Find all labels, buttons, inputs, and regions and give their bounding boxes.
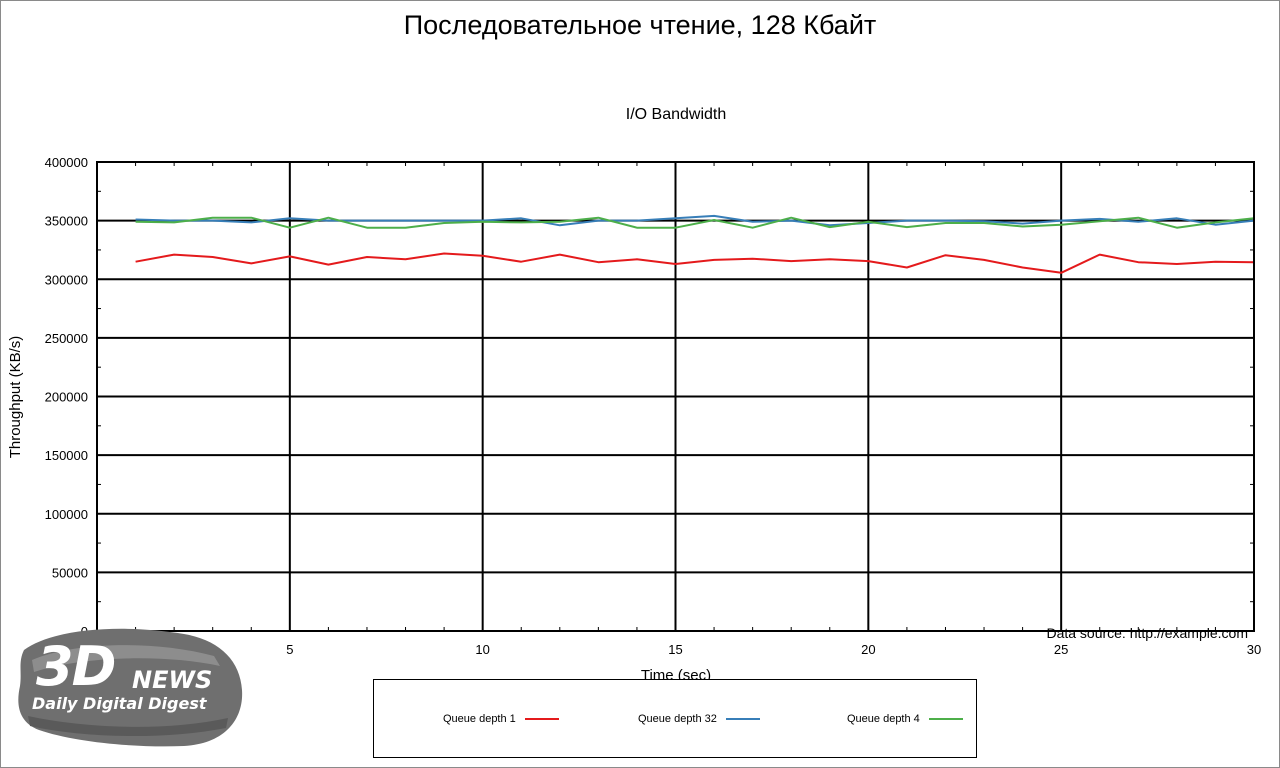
y-tick-label: 250000 — [45, 331, 88, 346]
3dnews-watermark-logo: 3D NEWS Daily Digital Digest — [14, 620, 246, 750]
chart-legend: Queue depth 1 Queue depth 32 Queue depth… — [373, 679, 977, 758]
brush-stroke-background — [18, 628, 243, 747]
series-line-queue-depth-1 — [135, 252, 1255, 274]
watermark-news-text: NEWS — [132, 666, 213, 694]
series-line-queue-depth-4 — [135, 216, 1255, 229]
watermark-3d-text: 3D — [36, 635, 116, 698]
legend-label: Queue depth 4 — [847, 713, 920, 725]
legend-swatch — [725, 718, 760, 720]
legend-swatch — [928, 718, 963, 720]
x-tick-label: 25 — [1054, 642, 1068, 657]
chart-title: I/O Bandwidth — [626, 106, 727, 123]
grid-layer — [97, 162, 1254, 631]
page-title: Последовательное чтение, 128 Кбайт — [403, 10, 877, 40]
x-tick-label: 30 — [1247, 642, 1261, 657]
x-tick-label: 20 — [861, 642, 875, 657]
series-layer — [135, 214, 1255, 274]
watermark-tagline: Daily Digital Digest — [32, 694, 207, 713]
data-source-annotation: Data source: http://example.com — [1046, 625, 1248, 641]
legend-item-queue-depth-32: Queue depth 32 — [638, 713, 760, 725]
legend-item-queue-depth-4: Queue depth 4 — [847, 713, 963, 725]
y-tick-label: 100000 — [45, 507, 88, 522]
y-tick-label: 50000 — [52, 565, 88, 580]
y-tick-label: 300000 — [45, 272, 88, 287]
legend-item-queue-depth-1: Queue depth 1 — [443, 713, 559, 725]
x-tick-label: 10 — [475, 642, 489, 657]
y-tick-label: 400000 — [45, 155, 88, 170]
y-tick-label: 350000 — [45, 214, 88, 229]
y-tick-label: 150000 — [45, 448, 88, 463]
legend-label: Queue depth 1 — [443, 713, 516, 725]
x-tick-label: 5 — [286, 642, 293, 657]
tick-layer: 0500001000001500002000002500003000003500… — [45, 155, 1262, 657]
legend-label: Queue depth 32 — [638, 713, 717, 725]
y-axis-label: Throughput (KB/s) — [7, 336, 24, 459]
legend-swatch — [524, 718, 559, 720]
plot-border — [96, 161, 1255, 632]
y-tick-label: 200000 — [45, 390, 88, 405]
x-tick-label: 15 — [668, 642, 682, 657]
